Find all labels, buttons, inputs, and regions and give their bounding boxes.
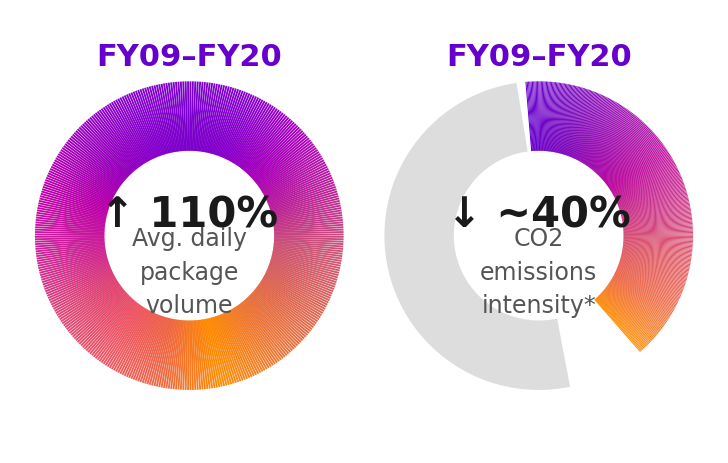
Text: Avg. daily
package
volume: Avg. daily package volume <box>132 226 247 317</box>
Text: ↓ ~40%: ↓ ~40% <box>447 194 630 236</box>
Text: CO2
emissions
intensity*: CO2 emissions intensity* <box>480 226 598 317</box>
Text: ↑ 110%: ↑ 110% <box>100 194 278 236</box>
Text: FY09–FY20: FY09–FY20 <box>446 43 632 72</box>
Text: FY09–FY20: FY09–FY20 <box>96 43 282 72</box>
